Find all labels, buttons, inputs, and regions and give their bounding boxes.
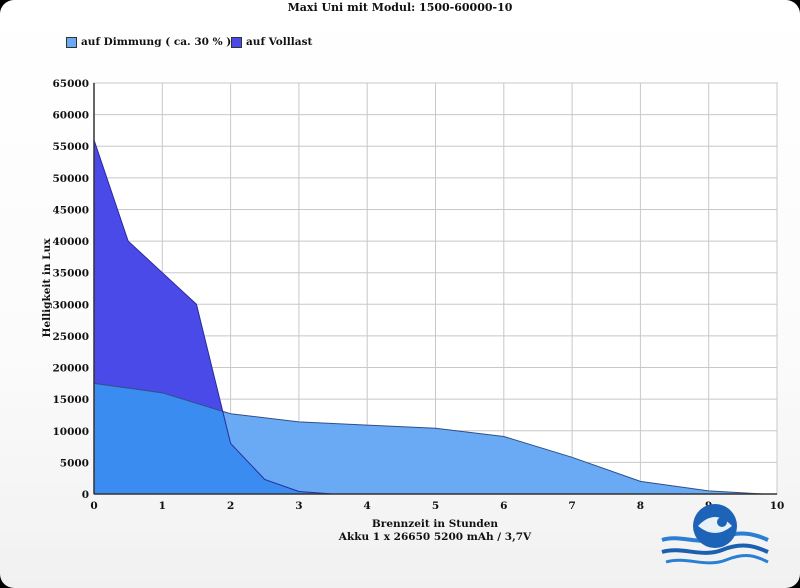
legend-label-volllast: auf Volllast [246,36,313,48]
legend-item-dimmung: auf Dimmung ( ca. 30 % ) [66,36,231,48]
y-tick-label: 30000 [52,299,89,311]
line-dimmung [93,382,764,495]
x-tick-label: 6 [500,500,507,512]
y-axis-label: Helligkeit in Lux [41,238,53,338]
y-tick-label: 25000 [52,331,89,343]
axes: 0 5000 10000 15000 20000 25000 30000 35000 40000… [52,78,784,512]
x-axis-label: Brennzeit in Stunden [371,518,499,530]
legend-item-volllast: auf Volllast [231,36,312,48]
areas [93,139,764,495]
x-tick-label: 0 [90,500,97,512]
x-tick-label: 1 [159,500,166,512]
x-tick-label: 3 [295,500,302,512]
x-tick-label: 8 [637,500,644,512]
x-tick-label: 4 [364,500,371,512]
y-tick-label: 45000 [52,204,89,216]
chart-title: Maxi Uni mit Modul: 1500-60000-10 [287,1,513,14]
x-tick-label: 7 [568,500,575,512]
y-tick-label: 0 [82,489,89,501]
legend-swatch-dimmung [66,36,77,48]
y-tick-label: 5000 [60,457,89,469]
y-tick-label: 55000 [52,141,89,153]
y-tick-label: 50000 [52,173,89,185]
legend-swatch-volllast [231,36,242,48]
y-tick-label: 35000 [52,268,89,280]
diver-logo-icon [661,504,769,565]
x-tick-label: 2 [227,500,234,512]
x-tick-label: 10 [770,500,785,512]
y-tick-label: 60000 [52,110,89,122]
legend-label-dimmung: auf Dimmung ( ca. 30 % ) [81,36,232,48]
x-axis-sublabel: Akku 1 x 26650 5200 mAh / 3,7V [338,531,532,543]
y-tick-label: 20000 [52,363,89,375]
area-dimmung [94,383,764,494]
x-tick-label: 5 [432,500,439,512]
y-tick-label: 10000 [52,426,89,438]
line-volllast [93,139,334,495]
y-tick-label: 15000 [52,394,89,406]
y-tick-label: 65000 [52,78,89,90]
y-tick-label: 40000 [52,236,89,248]
area-overlap [94,383,334,494]
